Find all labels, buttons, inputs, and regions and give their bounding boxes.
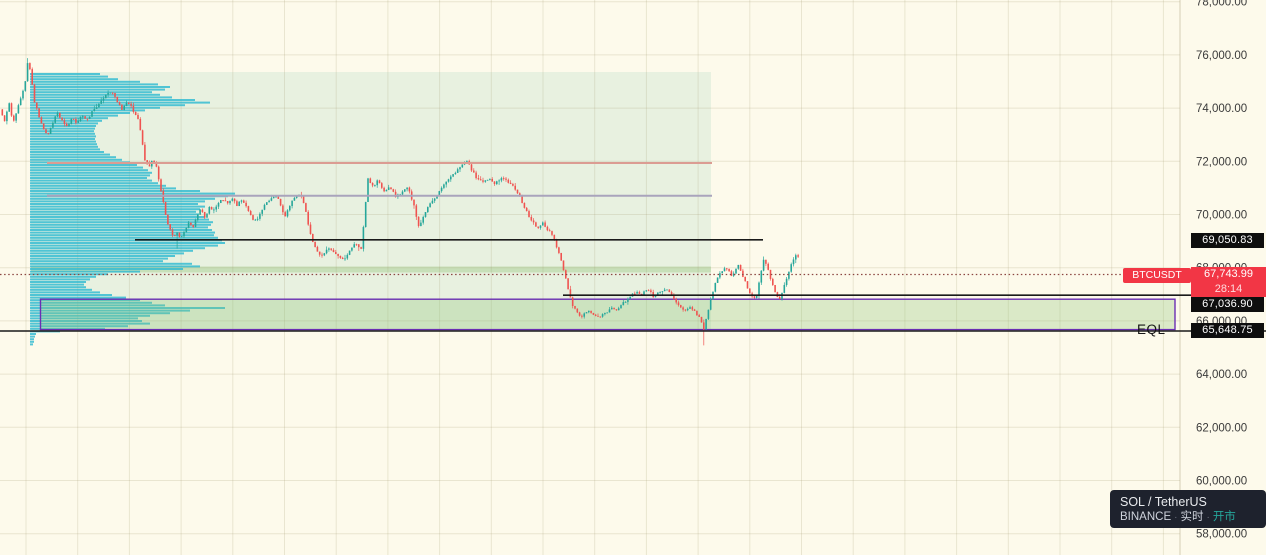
demand-box[interactable] (39, 298, 1176, 331)
price-axis-label: 70,000.00 (1196, 210, 1247, 222)
price-axis-label: 72,000.00 (1196, 156, 1247, 168)
tooltip-symbol-title: SOL / TetherUS (1120, 495, 1207, 509)
level-badge-69050: 69,050.83 (1191, 232, 1264, 248)
price-axis-label: 76,000.00 (1196, 50, 1247, 62)
level-badge-67036: 67,036.90 (1191, 297, 1264, 313)
separator-dot-icon: · (1206, 512, 1210, 523)
symbol-tooltip: SOL / TetherUS BINANCE · 实时 · 开市 (1110, 490, 1266, 528)
price-axis-label: 62,000.00 (1196, 422, 1247, 434)
candlesticks (1, 58, 799, 346)
tooltip-realtime: 实时 (1180, 511, 1204, 523)
last-price-badge: 67,743.99 28:14 (1191, 267, 1266, 297)
symbol-price-flag: BTCUSDT (1123, 268, 1191, 283)
tooltip-symbol-meta: BINANCE · 实时 · 开市 (1120, 510, 1256, 525)
price-axis-label: 58,000.00 (1196, 529, 1247, 541)
level-lines (0, 162, 1266, 332)
price-axis-label: 60,000.00 (1196, 475, 1247, 487)
price-axis-label: 78,000.00 (1196, 0, 1247, 9)
bar-countdown: 28:14 (1214, 283, 1243, 295)
tooltip-exchange: BINANCE (1120, 511, 1172, 523)
thin-green-band (31, 266, 711, 273)
level-badge-65648: 65,648.75 (1191, 323, 1264, 338)
last-price-value: 67,743.99 (1204, 268, 1253, 280)
grid (0, 0, 1181, 555)
eql-drawing-label: EQL (1137, 322, 1166, 337)
price-axis-label: 64,000.00 (1196, 369, 1247, 381)
tooltip-market-status: 开市 (1212, 511, 1236, 523)
price-axis-label: 74,000.00 (1196, 103, 1247, 115)
separator-dot-icon: · (1174, 512, 1178, 523)
